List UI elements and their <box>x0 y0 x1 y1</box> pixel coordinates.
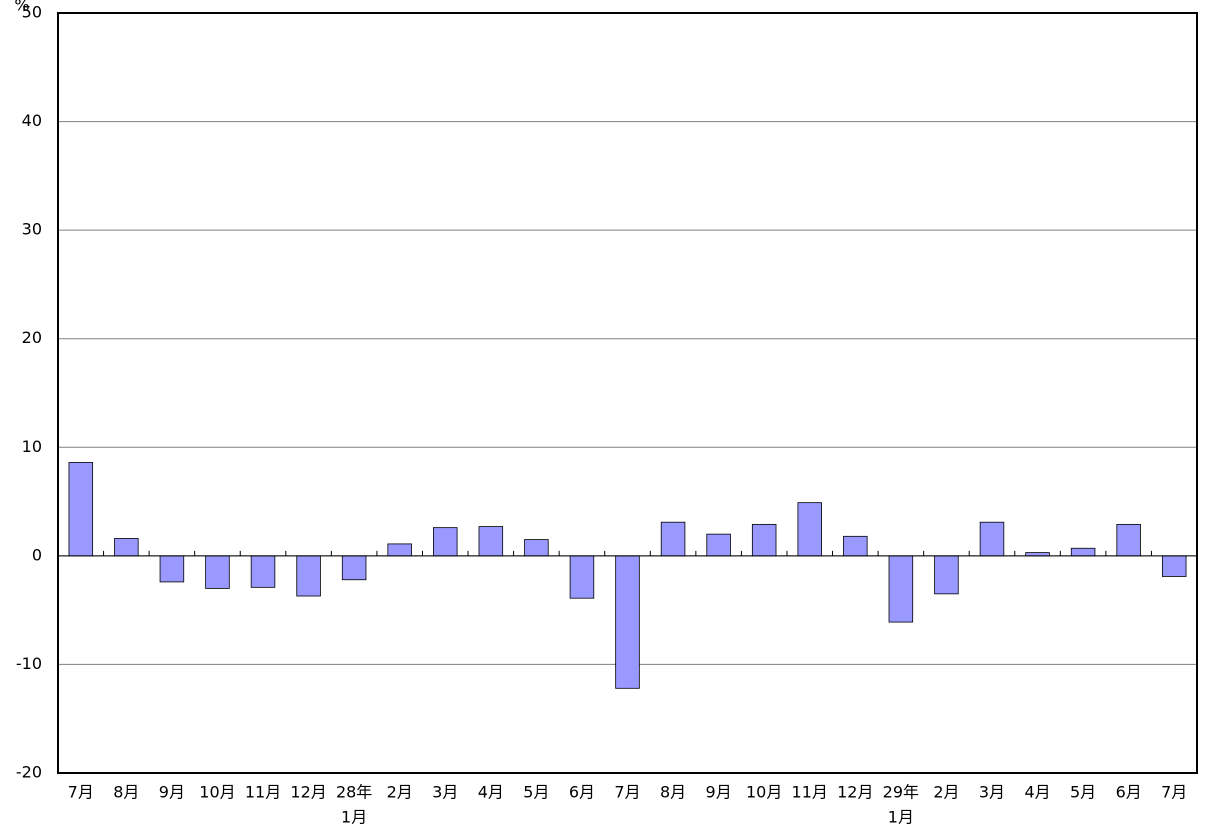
x-tick-label: 2月 <box>387 783 413 802</box>
y-tick-label: 20 <box>22 328 42 347</box>
y-tick-label: -20 <box>16 763 42 782</box>
y-tick-label: 40 <box>22 111 42 130</box>
x-tick-label: 3月 <box>979 783 1005 802</box>
plot-frame <box>57 12 1198 774</box>
x-tick-label: 9月 <box>159 783 185 802</box>
x-tick-label: 11月 <box>245 783 281 802</box>
bar <box>296 555 321 597</box>
x-tick-label: 3月 <box>432 783 458 802</box>
x-tick-label: 1月 <box>888 808 914 827</box>
y-tick-label: 10 <box>22 437 42 456</box>
bar <box>341 555 367 581</box>
bar <box>1116 523 1141 557</box>
bar <box>250 555 276 588</box>
x-tick-label: 8月 <box>113 783 139 802</box>
bar <box>114 538 139 557</box>
bar <box>706 533 731 557</box>
x-tick-label: 2月 <box>933 783 959 802</box>
y-tick-label: 50 <box>22 3 42 22</box>
bar <box>569 555 595 599</box>
x-tick-label: 28年 <box>336 783 372 802</box>
bar <box>524 539 549 557</box>
bar <box>433 527 458 557</box>
x-tick-label: 7月 <box>1161 783 1187 802</box>
bar <box>1070 547 1096 557</box>
x-tick-label: 9月 <box>706 783 732 802</box>
x-tick-label: 8月 <box>660 783 686 802</box>
bar <box>751 523 777 557</box>
bar <box>934 555 959 595</box>
y-unit: % <box>14 0 29 15</box>
x-tick-label: 4月 <box>1024 783 1050 802</box>
bar <box>205 555 230 589</box>
bar <box>478 526 504 557</box>
bar <box>1161 555 1187 577</box>
y-tick-label: 0 <box>32 545 42 564</box>
x-tick-label: 6月 <box>569 783 595 802</box>
bar <box>797 502 822 557</box>
y-tick-label: 30 <box>22 220 42 239</box>
bar <box>660 521 686 557</box>
bar <box>979 521 1005 557</box>
x-tick-label: 1月 <box>341 808 367 827</box>
x-tick-label: 5月 <box>523 783 549 802</box>
bar <box>68 462 94 557</box>
x-tick-label: 10月 <box>746 783 782 802</box>
x-tick-label: 6月 <box>1116 783 1142 802</box>
bar <box>159 555 185 583</box>
x-tick-label: 12月 <box>290 783 326 802</box>
y-tick-label: -10 <box>16 654 42 673</box>
x-tick-label: 7月 <box>68 783 94 802</box>
x-tick-label: 5月 <box>1070 783 1096 802</box>
bar <box>843 535 868 557</box>
bar <box>615 555 640 689</box>
x-tick-label: 29年 <box>883 783 919 802</box>
x-tick-label: 10月 <box>199 783 235 802</box>
x-tick-label: 4月 <box>478 783 504 802</box>
x-tick-label: 7月 <box>614 783 640 802</box>
x-tick-label: 11月 <box>792 783 828 802</box>
bar <box>888 555 914 623</box>
x-tick-label: 12月 <box>837 783 873 802</box>
bar <box>387 543 412 557</box>
